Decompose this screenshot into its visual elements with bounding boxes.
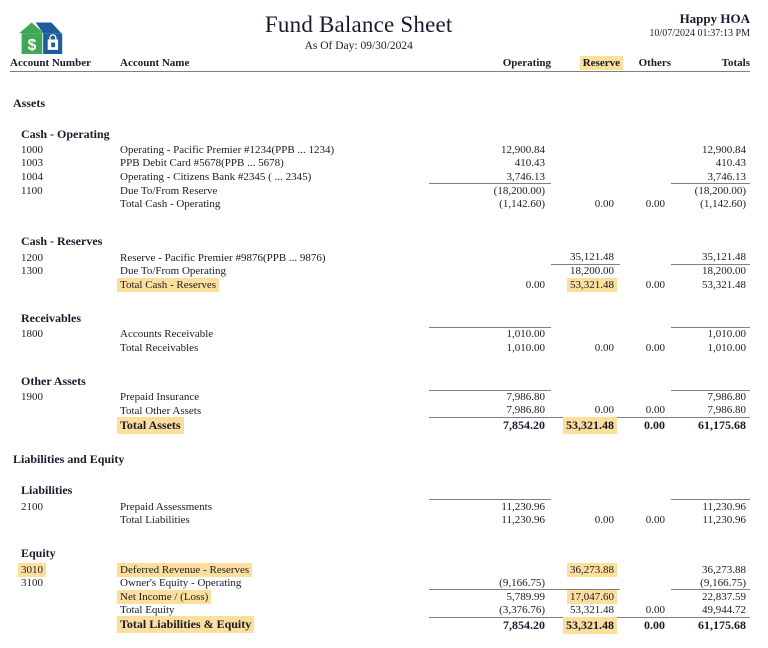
svg-text:$: $ bbox=[28, 37, 37, 54]
